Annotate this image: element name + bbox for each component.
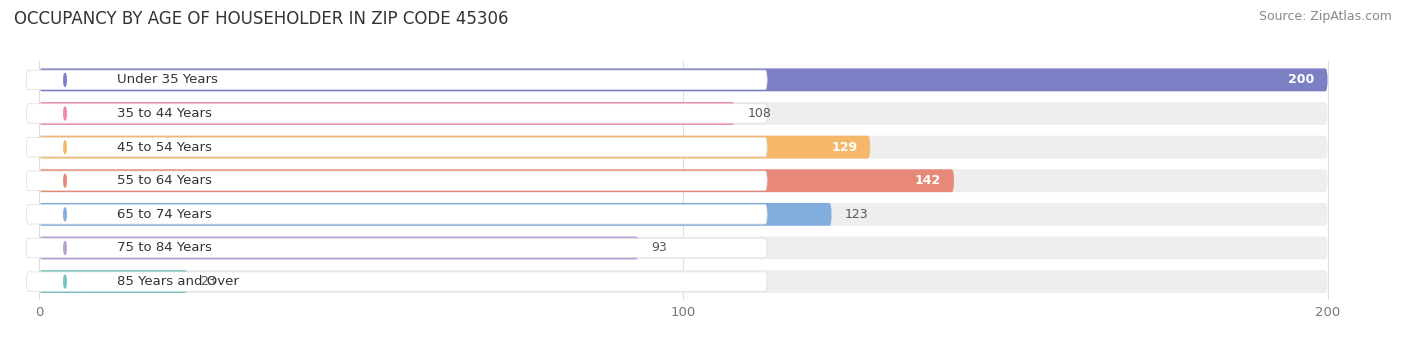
Circle shape [63, 275, 66, 288]
FancyBboxPatch shape [39, 270, 1327, 293]
Text: 108: 108 [748, 107, 772, 120]
Text: 93: 93 [651, 241, 666, 254]
FancyBboxPatch shape [39, 102, 1327, 125]
Text: 23: 23 [200, 275, 217, 288]
Circle shape [63, 107, 66, 120]
Circle shape [63, 174, 66, 187]
FancyBboxPatch shape [39, 136, 870, 159]
FancyBboxPatch shape [39, 203, 1327, 226]
Text: 85 Years and Over: 85 Years and Over [117, 275, 239, 288]
Text: 123: 123 [845, 208, 868, 221]
FancyBboxPatch shape [39, 237, 638, 260]
Text: 142: 142 [915, 174, 941, 187]
FancyBboxPatch shape [39, 169, 1327, 192]
Circle shape [63, 141, 66, 153]
Circle shape [63, 241, 66, 254]
Circle shape [63, 208, 66, 221]
Text: 200: 200 [1288, 73, 1315, 86]
FancyBboxPatch shape [39, 69, 1327, 91]
FancyBboxPatch shape [27, 171, 768, 190]
Text: 129: 129 [831, 140, 858, 153]
Text: 45 to 54 Years: 45 to 54 Years [117, 140, 211, 153]
FancyBboxPatch shape [39, 102, 735, 125]
Text: 65 to 74 Years: 65 to 74 Years [117, 208, 211, 221]
Text: OCCUPANCY BY AGE OF HOUSEHOLDER IN ZIP CODE 45306: OCCUPANCY BY AGE OF HOUSEHOLDER IN ZIP C… [14, 10, 509, 28]
FancyBboxPatch shape [27, 238, 768, 258]
Text: Source: ZipAtlas.com: Source: ZipAtlas.com [1258, 10, 1392, 23]
FancyBboxPatch shape [39, 69, 1327, 91]
FancyBboxPatch shape [39, 203, 831, 226]
Text: 55 to 64 Years: 55 to 64 Years [117, 174, 211, 187]
Circle shape [63, 73, 66, 86]
FancyBboxPatch shape [27, 70, 768, 90]
Text: 75 to 84 Years: 75 to 84 Years [117, 241, 211, 254]
Text: 35 to 44 Years: 35 to 44 Years [117, 107, 211, 120]
FancyBboxPatch shape [27, 137, 768, 157]
Text: Under 35 Years: Under 35 Years [117, 73, 218, 86]
FancyBboxPatch shape [27, 104, 768, 123]
FancyBboxPatch shape [39, 169, 953, 192]
FancyBboxPatch shape [39, 237, 1327, 260]
FancyBboxPatch shape [39, 136, 1327, 159]
FancyBboxPatch shape [27, 205, 768, 224]
FancyBboxPatch shape [27, 272, 768, 291]
FancyBboxPatch shape [39, 270, 187, 293]
